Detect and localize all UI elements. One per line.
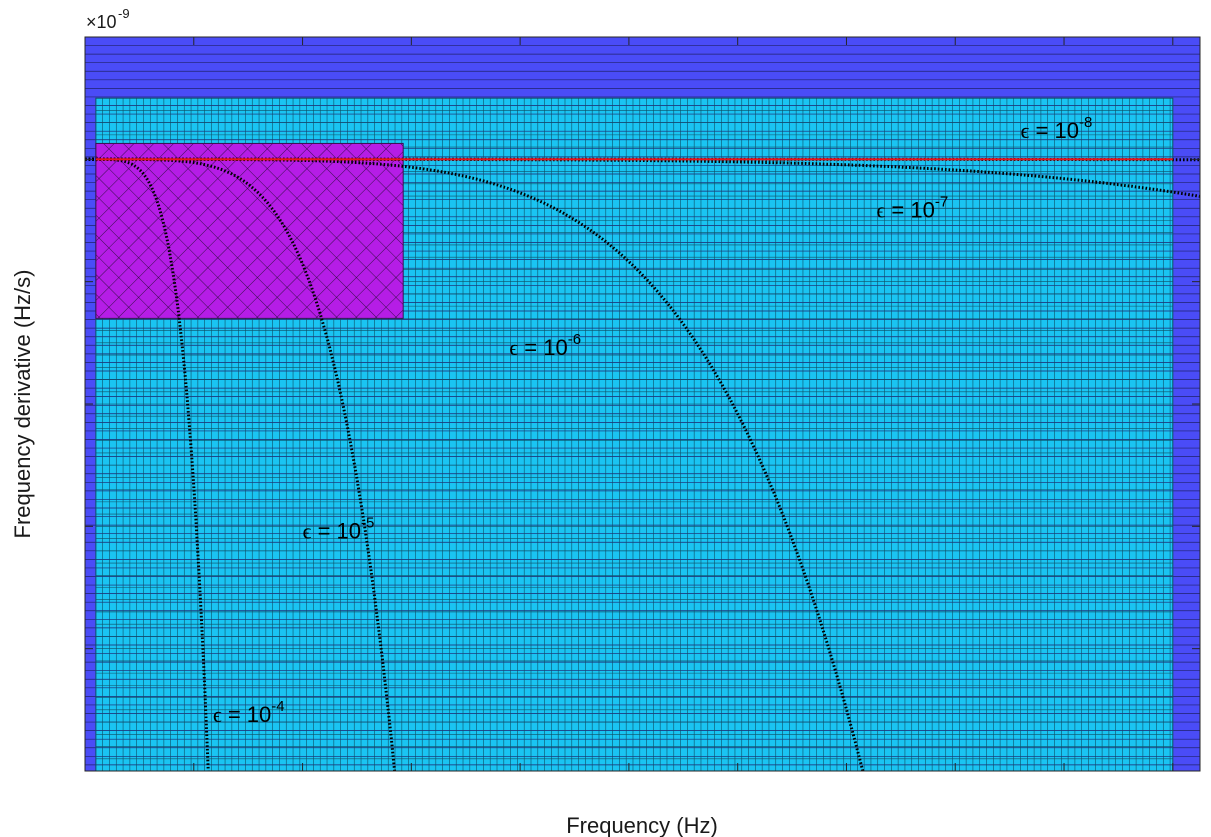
epsilon-label: ϵ = 10-5: [303, 515, 375, 544]
epsilon-label-text: ϵ = 10-6: [509, 331, 581, 360]
y-axis-label: Frequency derivative (Hz/s): [10, 270, 35, 539]
x-axis-label: Frequency (Hz): [566, 813, 718, 837]
epsilon-label-text: ϵ = 10-5: [303, 515, 375, 544]
epsilon-label-text: ϵ = 10-8: [1021, 114, 1093, 143]
einstein-home-hatch: [95, 142, 404, 319]
y-axis-ticks: [85, 36, 1200, 772]
einstein-home-layer: [95, 142, 404, 319]
y-multiplier-base: ×10: [86, 12, 117, 32]
epsilon-label: ϵ = 10-7: [876, 193, 948, 222]
epsilon-label-text: ϵ = 10-4: [213, 698, 285, 727]
epsilon-label: ϵ = 10-6: [509, 331, 581, 360]
y-multiplier-exponent: -9: [118, 6, 130, 21]
x-axis-ticks: [84, 37, 1174, 771]
hough-grid-lines: [85, 45, 1200, 766]
epsilon-label: ϵ = 10-4: [213, 698, 285, 727]
epsilon-label-text: ϵ = 10-7: [876, 193, 948, 222]
epsilon-label: ϵ = 10-8: [1021, 114, 1093, 143]
epsilon-labels: ϵ = 10-4 ϵ = 10-5 ϵ = 10-6 ϵ = 10-7 ϵ = 10-8: [213, 114, 1093, 727]
spindown-curve-4: [85, 157, 1200, 198]
